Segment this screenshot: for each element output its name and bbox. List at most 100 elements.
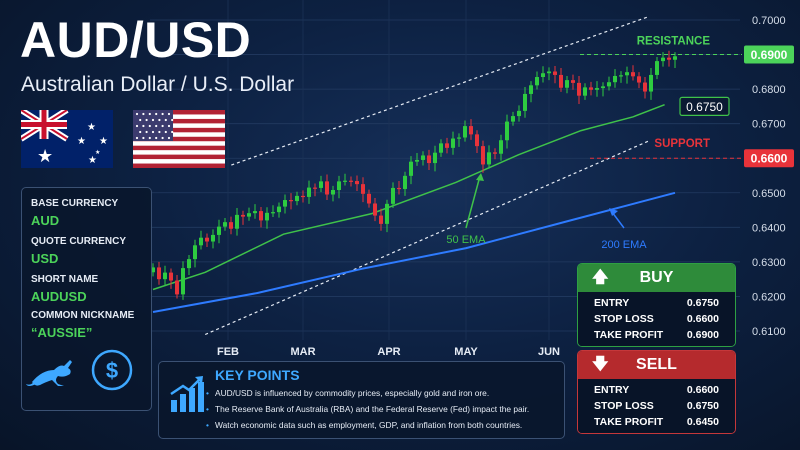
candle-body (589, 87, 593, 90)
candle-body (229, 222, 233, 229)
candle-body (445, 143, 449, 148)
x-tick-label: MAY (454, 346, 478, 358)
buy-take-profit-row: TAKE PROFIT 0.6900 (594, 329, 719, 341)
candle-body (613, 75, 617, 83)
x-tick-label: FEB (217, 346, 239, 358)
ema-tag-value: 0.6750 (686, 100, 723, 114)
svg-text:★: ★ (87, 122, 96, 133)
candle-body (547, 71, 551, 74)
candle-body (295, 195, 299, 202)
y-tick-label: 0.6100 (752, 326, 786, 338)
moving-averages (152, 104, 676, 313)
candle-body (415, 159, 419, 162)
australia-flag-icon: ★ ★ ★ ★ ★ ★ (21, 110, 113, 168)
candle-body (451, 138, 455, 148)
candle-body (211, 234, 215, 242)
support-label: SUPPORT (654, 138, 710, 150)
arrow-up-icon: 🡅 (592, 269, 609, 286)
row-label: STOP LOSS (594, 400, 654, 412)
candle-body (355, 181, 359, 185)
nickname-value: “AUSSIE” (31, 325, 93, 340)
candlesticks (151, 50, 677, 300)
candle-body (427, 155, 431, 164)
candle-body (169, 272, 173, 281)
candle-body (421, 155, 425, 160)
candle-body (277, 206, 281, 213)
short-name-value: AUDUSD (31, 289, 87, 304)
sell-title: SELL (636, 356, 677, 373)
candle-body (601, 86, 605, 89)
level-tag (744, 149, 794, 168)
row-value: 0.6900 (686, 329, 719, 341)
candle-body (463, 126, 467, 138)
candle-body (553, 71, 557, 75)
svg-text:★: ★ (77, 136, 86, 147)
ema50-label: 50 EMA (446, 234, 486, 246)
candle-body (289, 200, 293, 202)
row-value: 0.6750 (686, 297, 719, 309)
price-levels: RESISTANCE 0.6900 SUPPORT 0.6600 0.6750 (580, 36, 794, 168)
ema50-arrowhead (476, 173, 484, 181)
key-point-item: The Reserve Bank of Australia (RBA) and … (206, 404, 529, 414)
candle-body (577, 82, 581, 96)
candle-body (337, 181, 341, 191)
info-icons: $ (26, 349, 133, 391)
candle-body (175, 280, 179, 295)
candle-body (205, 237, 209, 242)
candle-body (307, 187, 311, 197)
candle-body (673, 56, 677, 60)
candle-body (313, 187, 317, 189)
x-tick-label: JUN (538, 346, 560, 358)
buy-header: 🡅 BUY (578, 264, 735, 292)
candle-body (493, 152, 497, 154)
key-points-title: KEY POINTS (215, 367, 300, 383)
candle-body (379, 215, 383, 224)
candle-body (433, 152, 437, 164)
candle-body (499, 140, 503, 154)
kangaroo-icon (26, 360, 72, 386)
y-tick-label: 0.7000 (752, 15, 786, 27)
candle-body (583, 87, 587, 96)
candle-body (271, 212, 275, 214)
candle-body (637, 76, 641, 83)
row-value: 0.6450 (686, 416, 719, 428)
dollar-coin-icon: $ (91, 349, 133, 391)
short-name-label: SHORT NAME (31, 274, 99, 285)
y-tick-label: 0.6700 (752, 119, 786, 131)
candle-body (505, 121, 509, 141)
candle-body (325, 181, 329, 195)
key-points-box: KEY POINTS AUD/USD is influenced by comm… (158, 361, 565, 439)
key-point-item: AUD/USD is influenced by commodity price… (206, 388, 489, 398)
candle-body (319, 181, 323, 188)
x-tick-label: MAR (290, 346, 315, 358)
y-tick-label: 0.6300 (752, 257, 786, 269)
candle-body (193, 245, 197, 260)
candle-body (517, 110, 521, 117)
candle-body (655, 61, 659, 75)
key-point-item: Watch economic data such as employment, … (206, 420, 522, 430)
row-value: 0.6600 (686, 384, 719, 396)
candle-body (217, 226, 221, 235)
y-tick-label: 0.6400 (752, 222, 786, 234)
candle-body (241, 214, 245, 217)
resistance-label: RESISTANCE (637, 36, 711, 48)
row-label: TAKE PROFIT (594, 416, 664, 428)
candle-body (163, 272, 167, 280)
buy-title: BUY (639, 269, 674, 286)
nickname-label: COMMON NICKNAME (31, 310, 135, 321)
candle-body (265, 212, 269, 221)
sell-header: 🡇 SELL (578, 351, 735, 379)
candle-body (283, 200, 287, 207)
candle-body (571, 80, 575, 83)
row-label: ENTRY (594, 384, 630, 396)
candle-body (247, 213, 251, 217)
sell-take-profit-row: TAKE PROFIT 0.6450 (594, 416, 719, 428)
sell-panel: 🡇 SELL ENTRY 0.6600 STOP LOSS 0.6750 TAKE … (577, 350, 736, 434)
candle-body (607, 82, 611, 87)
chart-annotations: 50 EMA 200 EMA (446, 173, 647, 251)
candle-body (439, 143, 443, 153)
candle-body (259, 211, 263, 221)
candle-body (649, 74, 653, 92)
row-label: ENTRY (594, 297, 630, 309)
candle-body (235, 214, 239, 229)
